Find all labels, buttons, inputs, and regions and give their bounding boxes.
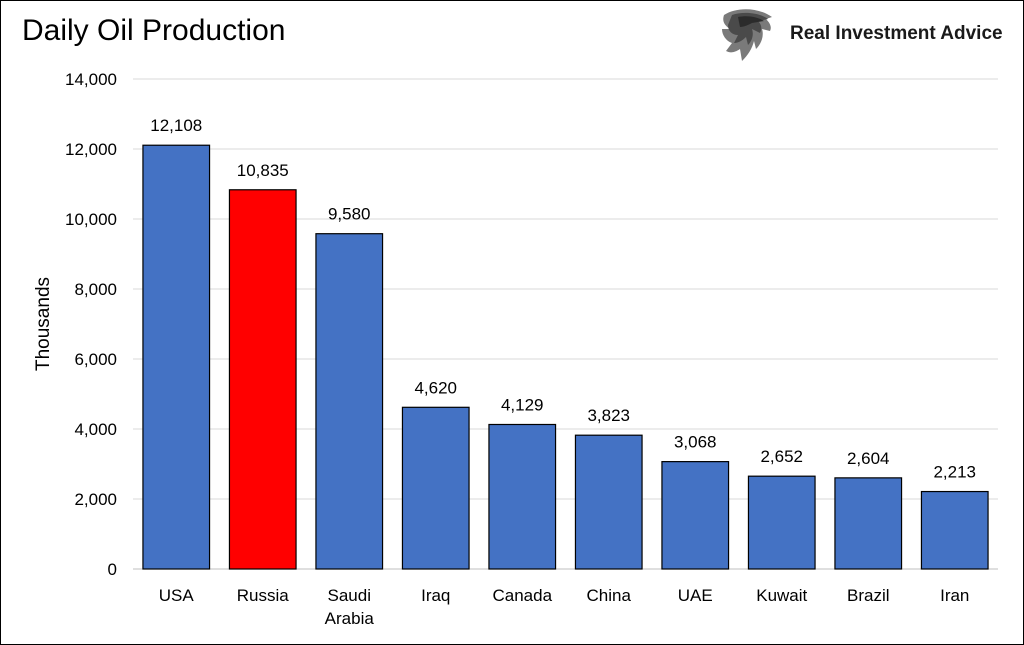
y-tick-label: 12,000 (65, 140, 117, 159)
eagle-head-icon (722, 9, 772, 61)
data-label: 2,652 (760, 447, 803, 466)
y-tick-label: 6,000 (74, 350, 117, 369)
data-label: 3,068 (674, 433, 717, 452)
y-tick-label: 4,000 (74, 420, 117, 439)
x-category-label: USA (159, 586, 195, 605)
y-tick-label: 14,000 (65, 70, 117, 89)
x-category-label: Russia (237, 586, 290, 605)
bar-iraq (401, 406, 470, 570)
x-category-label: China (587, 586, 632, 605)
x-category-label: Saudi (328, 586, 371, 605)
data-label: 3,823 (587, 406, 630, 425)
x-category-label: Iran (940, 586, 969, 605)
x-category-label: Canada (492, 586, 552, 605)
bar-brazil (834, 477, 903, 570)
bar-usa (142, 144, 211, 570)
bar-russia (228, 189, 297, 570)
data-label: 12,108 (150, 116, 202, 135)
data-label: 2,604 (847, 449, 890, 468)
chart-title: Daily Oil Production (22, 14, 286, 47)
bar-uae (661, 461, 730, 570)
data-label: 4,129 (501, 395, 544, 414)
data-label: 4,620 (414, 378, 457, 397)
brand-name: Real Investment Advice (790, 23, 1003, 44)
y-tick-label: 0 (108, 560, 117, 579)
y-tick-label: 8,000 (74, 280, 117, 299)
bar-kuwait (747, 475, 816, 570)
x-category-label: Kuwait (756, 586, 807, 605)
brand: Real Investment Advice (718, 4, 1003, 64)
x-category-label: Iraq (421, 586, 450, 605)
data-label: 9,580 (328, 205, 371, 224)
x-category-label: Arabia (325, 609, 375, 628)
bar-canada (488, 423, 557, 570)
x-category-label: Brazil (847, 586, 890, 605)
data-label: 10,835 (237, 161, 289, 180)
bar-saudi-arabia (315, 233, 384, 570)
bar-iran (920, 490, 989, 570)
labels: 0 2,000 4,000 6,000 8,000 10,000 12,000 14,000 T… (33, 70, 976, 628)
bar-china (574, 434, 643, 570)
bars (142, 144, 989, 570)
x-category-label: UAE (678, 586, 713, 605)
data-label: 2,213 (933, 463, 976, 482)
y-axis-title: Thousands (33, 277, 54, 371)
y-tick-label: 10,000 (65, 210, 117, 229)
y-tick-label: 2,000 (74, 490, 117, 509)
